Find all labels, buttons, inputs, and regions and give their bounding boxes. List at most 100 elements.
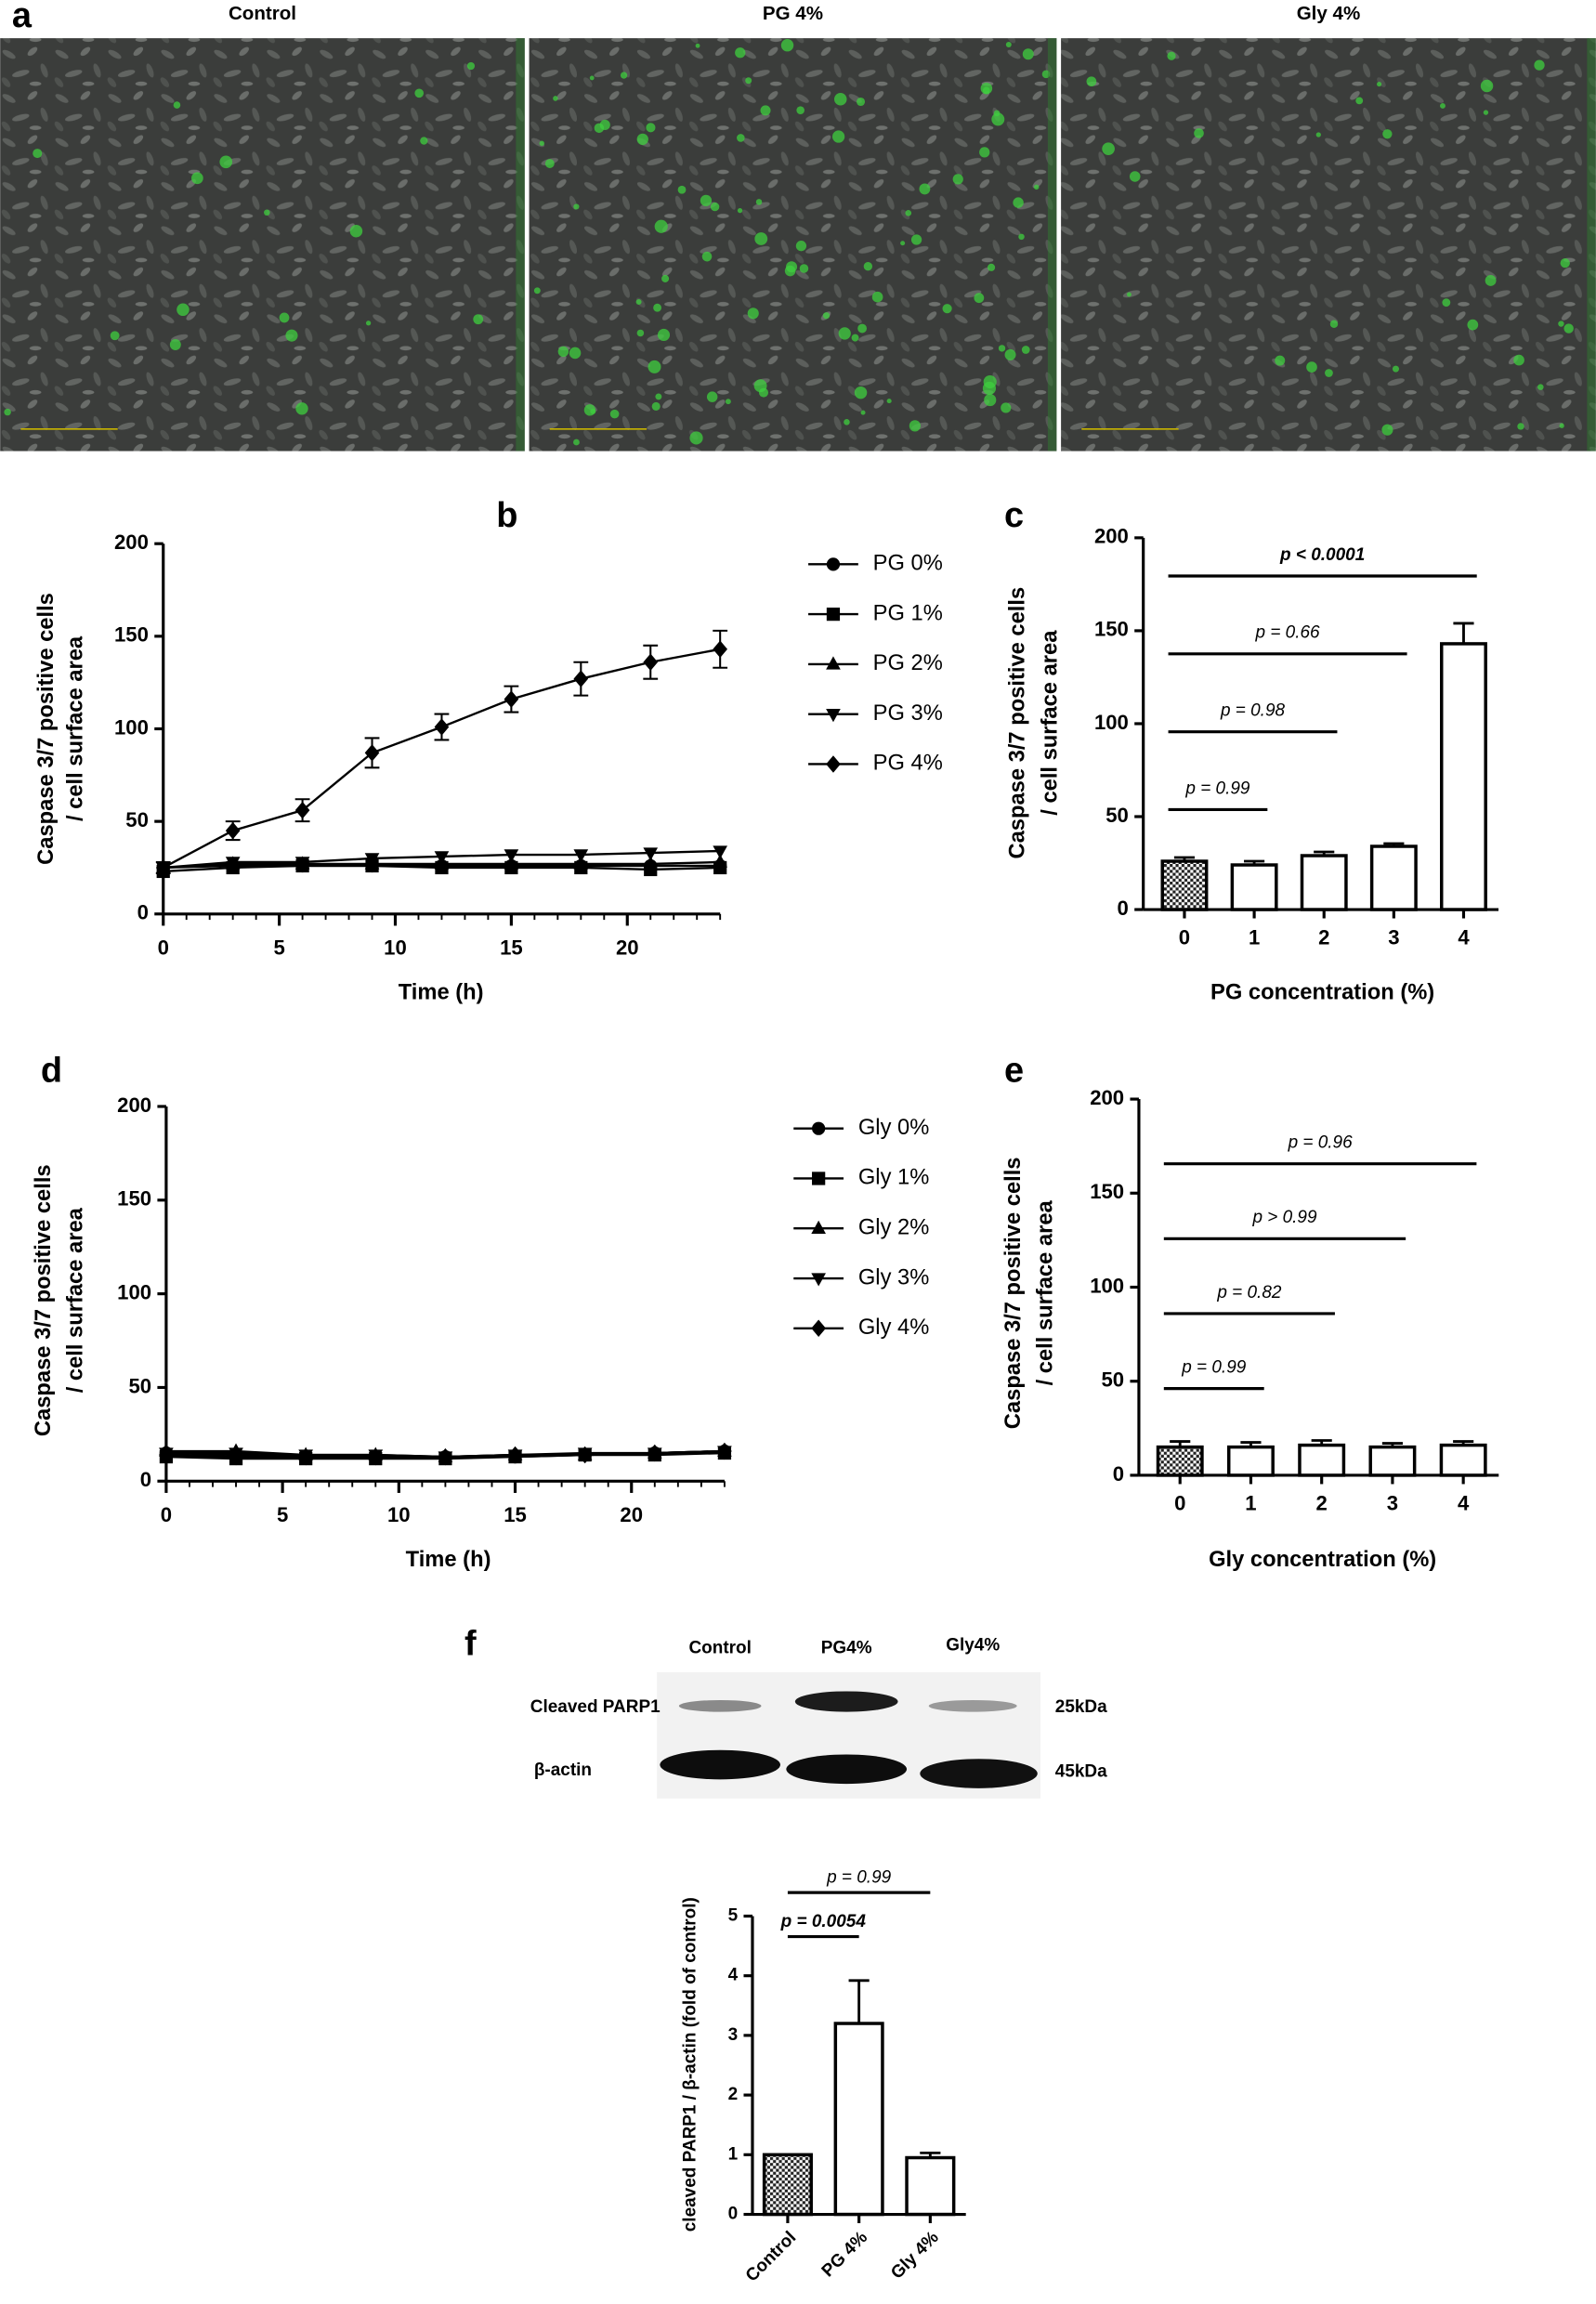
legend-marker [826, 557, 841, 571]
x-tick-label: 1 [1249, 926, 1260, 949]
p-value: p = 0.82 [1216, 1283, 1282, 1303]
fluorescent-cell [905, 210, 912, 216]
fluorescent-cell [822, 312, 831, 320]
fluorescent-cell [609, 409, 620, 419]
fluorescent-cell [539, 140, 544, 146]
fluorescent-cell [1559, 423, 1564, 428]
image-title: Control [229, 3, 296, 24]
fluorescent-cell [1306, 361, 1317, 373]
error-bar [1453, 622, 1474, 644]
y-tick-label: 100 [114, 715, 149, 739]
x-tick-label: 0 [158, 936, 169, 960]
x-tick-label: PG 4% [818, 2228, 871, 2281]
fluorescent-cell [420, 137, 428, 145]
lane-label: Gly4% [946, 1635, 1000, 1655]
fluorescent-cell [886, 399, 892, 404]
marker [225, 821, 241, 840]
fluorescent-cell [365, 321, 372, 326]
bar [1156, 1445, 1204, 1477]
fluorescent-cell [620, 72, 628, 79]
bar [1226, 1445, 1275, 1477]
fluorescent-cell [1485, 275, 1497, 286]
fluorescent-cell [1517, 423, 1524, 430]
legend-label: Gly 0% [858, 1116, 929, 1140]
fluorescent-cell [760, 105, 771, 116]
panel-label: e [1004, 1052, 1024, 1091]
fluorescent-cell [952, 174, 963, 185]
bar [762, 2153, 813, 2217]
legend-label: PG 1% [873, 601, 943, 625]
blot-band [920, 1759, 1038, 1788]
fluorescent-cell [1325, 369, 1333, 377]
fluorescent-cell [998, 345, 1006, 352]
fluorescent-cell [909, 420, 921, 432]
legend-label: Gly 4% [858, 1316, 929, 1340]
y-tick-label: 0 [728, 2205, 739, 2224]
x-tick-label: 20 [616, 936, 639, 960]
x-tick-label: 5 [273, 936, 284, 960]
fluorescent-cell [4, 408, 11, 416]
fluorescent-cell [177, 303, 190, 317]
fluorescent-cell [1534, 59, 1545, 71]
fluorescent-cell [982, 86, 990, 95]
x-tick-label: 2 [1318, 926, 1329, 949]
fluorescent-cell [984, 394, 997, 407]
bar [905, 2155, 956, 2217]
fluorescent-cell [851, 334, 859, 342]
fluorescent-cell [942, 304, 952, 314]
y-tick-label: 200 [117, 1093, 151, 1117]
fluorescent-cell [844, 419, 850, 425]
bar [1298, 1443, 1346, 1477]
x-axis-label: Time (h) [399, 980, 484, 1004]
fluorescent-cell [745, 77, 752, 85]
marker [434, 851, 450, 865]
fluorescent-cell [1329, 320, 1339, 328]
legend-label: Gly 1% [858, 1166, 929, 1190]
bar [833, 2022, 884, 2217]
y-tick-label: 200 [114, 530, 149, 554]
marker [713, 845, 728, 859]
fluorescent-cell [110, 331, 120, 341]
blot-band [794, 1691, 898, 1712]
fluorescent-cell [1086, 76, 1097, 87]
fluorescent-cell [1021, 346, 1030, 354]
fluorescent-cell [838, 327, 851, 340]
fluorescent-cell [725, 399, 731, 405]
fluorescent-cell [191, 172, 203, 185]
fluorescent-cell [831, 130, 845, 143]
fluorescent-cell [1129, 171, 1141, 182]
fluorescent-cell [1018, 233, 1025, 241]
x-axis-label: PG concentration (%) [1210, 980, 1434, 1004]
x-axis-label: Gly concentration (%) [1209, 1548, 1436, 1572]
marker [643, 847, 659, 861]
marker [364, 853, 380, 867]
marker [155, 858, 171, 877]
fluorescent-cell [279, 312, 290, 323]
fluorescent-cell [860, 410, 866, 415]
marker [438, 1447, 453, 1466]
fluorescent-cell [747, 308, 759, 320]
y-axis-label: / cell surface area [64, 635, 88, 821]
fluorescent-cell [796, 106, 805, 114]
fluorescent-cell [1513, 354, 1524, 366]
x-tick-label: 15 [500, 936, 523, 960]
error-bar [848, 1979, 870, 2024]
fluorescent-cell [1483, 110, 1489, 115]
fluorescent-cell [979, 147, 990, 158]
y-axis-label: Caspase 3/7 positive cells [1001, 1157, 1026, 1429]
fluorescent-cell [219, 155, 233, 169]
size-label: 45kDa [1055, 1761, 1107, 1781]
fluorescent-cell [910, 234, 922, 245]
y-tick-label: 200 [1090, 1086, 1124, 1109]
fluorescent-cell [1377, 81, 1382, 87]
marker [364, 744, 380, 762]
marker [504, 849, 519, 863]
fluorescent-cell [735, 47, 746, 59]
fluorescent-cell [466, 61, 476, 71]
p-value: p = 0.96 [1288, 1133, 1354, 1153]
fluorescent-cell [651, 401, 661, 411]
fluorescent-cell [1480, 79, 1494, 93]
legend-label: PG 0% [873, 552, 943, 576]
y-tick-label: 50 [125, 808, 149, 831]
